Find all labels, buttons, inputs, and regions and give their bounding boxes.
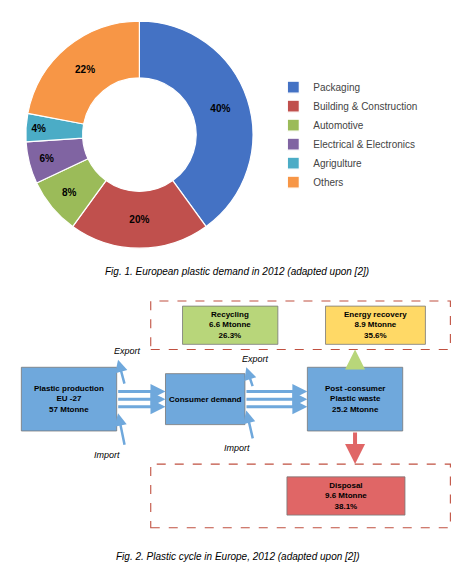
svg-text:Packaging: Packaging <box>313 82 360 93</box>
svg-text:Building & Construction: Building & Construction <box>313 101 417 112</box>
svg-text:Import: Import <box>94 450 120 460</box>
svg-text:6%: 6% <box>39 153 54 164</box>
svg-text:4%: 4% <box>31 123 46 134</box>
svg-text:22%: 22% <box>75 64 95 75</box>
svg-text:Electrical & Electronics: Electrical & Electronics <box>313 139 415 150</box>
svg-text:Disposal9.6 Mtonne38.1%: Disposal9.6 Mtonne38.1% <box>325 481 367 511</box>
svg-text:Others: Others <box>313 177 343 188</box>
svg-text:Post -consumerPlastic waste25.: Post -consumerPlastic waste25.2 Mtonne <box>325 384 385 414</box>
svg-text:Import: Import <box>224 443 250 453</box>
svg-text:Recycling6.6 Mtonne26.3%: Recycling6.6 Mtonne26.3% <box>209 310 251 340</box>
svg-text:Fig. 1. European plastic deman: Fig. 1. European plastic demand in 2012 … <box>105 266 369 277</box>
svg-text:Agrigulture: Agrigulture <box>313 158 362 169</box>
svg-text:Export: Export <box>242 354 269 364</box>
svg-text:40%: 40% <box>210 103 230 114</box>
svg-text:Automotive: Automotive <box>313 120 363 131</box>
svg-text:Export: Export <box>114 346 141 356</box>
svg-text:Consumer demand: Consumer demand <box>169 395 242 404</box>
svg-text:Plastic productionEU -2757 Mto: Plastic productionEU -2757 Mtonne <box>34 384 104 414</box>
svg-text:8%: 8% <box>62 187 77 198</box>
svg-text:Fig. 2. Plastic cycle in Europ: Fig. 2. Plastic cycle in Europe, 2012 (a… <box>116 551 359 562</box>
svg-text:Energy recovery8.9 Mtonne35.6%: Energy recovery8.9 Mtonne35.6% <box>344 310 407 340</box>
svg-text:20%: 20% <box>129 214 149 225</box>
